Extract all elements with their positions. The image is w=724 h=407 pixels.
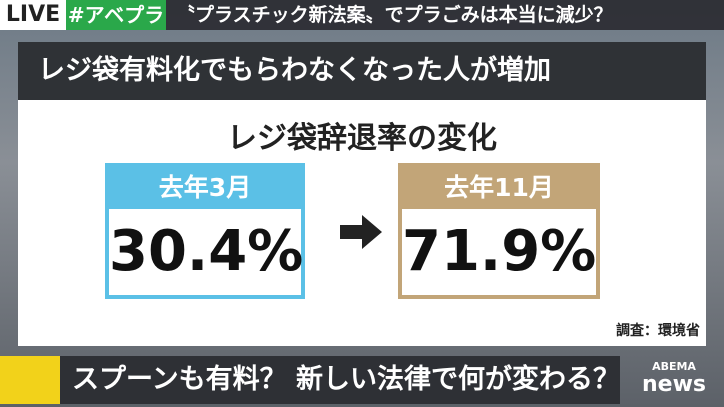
logo: ABEMA news	[624, 356, 724, 404]
logo-top: ABEMA	[652, 360, 696, 373]
after-value: 71.9%	[402, 209, 596, 295]
after-box: 去年11月 71.9%	[398, 163, 600, 299]
source: 調査：環境省	[616, 323, 700, 339]
before-value: 30.4%	[109, 209, 303, 295]
before-label: 去年3月	[109, 167, 301, 209]
caption: スプーンも有料？ 新しい法律で何が変わる？	[60, 356, 620, 404]
panel-header: レジ袋有料化でもらわなくなった人が増加	[18, 42, 706, 100]
before-box: 去年3月 30.4%	[105, 163, 305, 299]
logo-bottom: news	[641, 372, 706, 397]
hashtag: #アベプラ	[66, 0, 166, 30]
headline: 〝プラスチック新法案〟でプラごみは本当に減少？	[166, 0, 724, 30]
live-badge: LIVE	[0, 0, 66, 30]
panel-title: レジ袋辞退率の変化	[227, 121, 497, 156]
after-label: 去年11月	[402, 167, 596, 209]
arrow	[340, 215, 382, 249]
caption-icon	[0, 356, 60, 404]
